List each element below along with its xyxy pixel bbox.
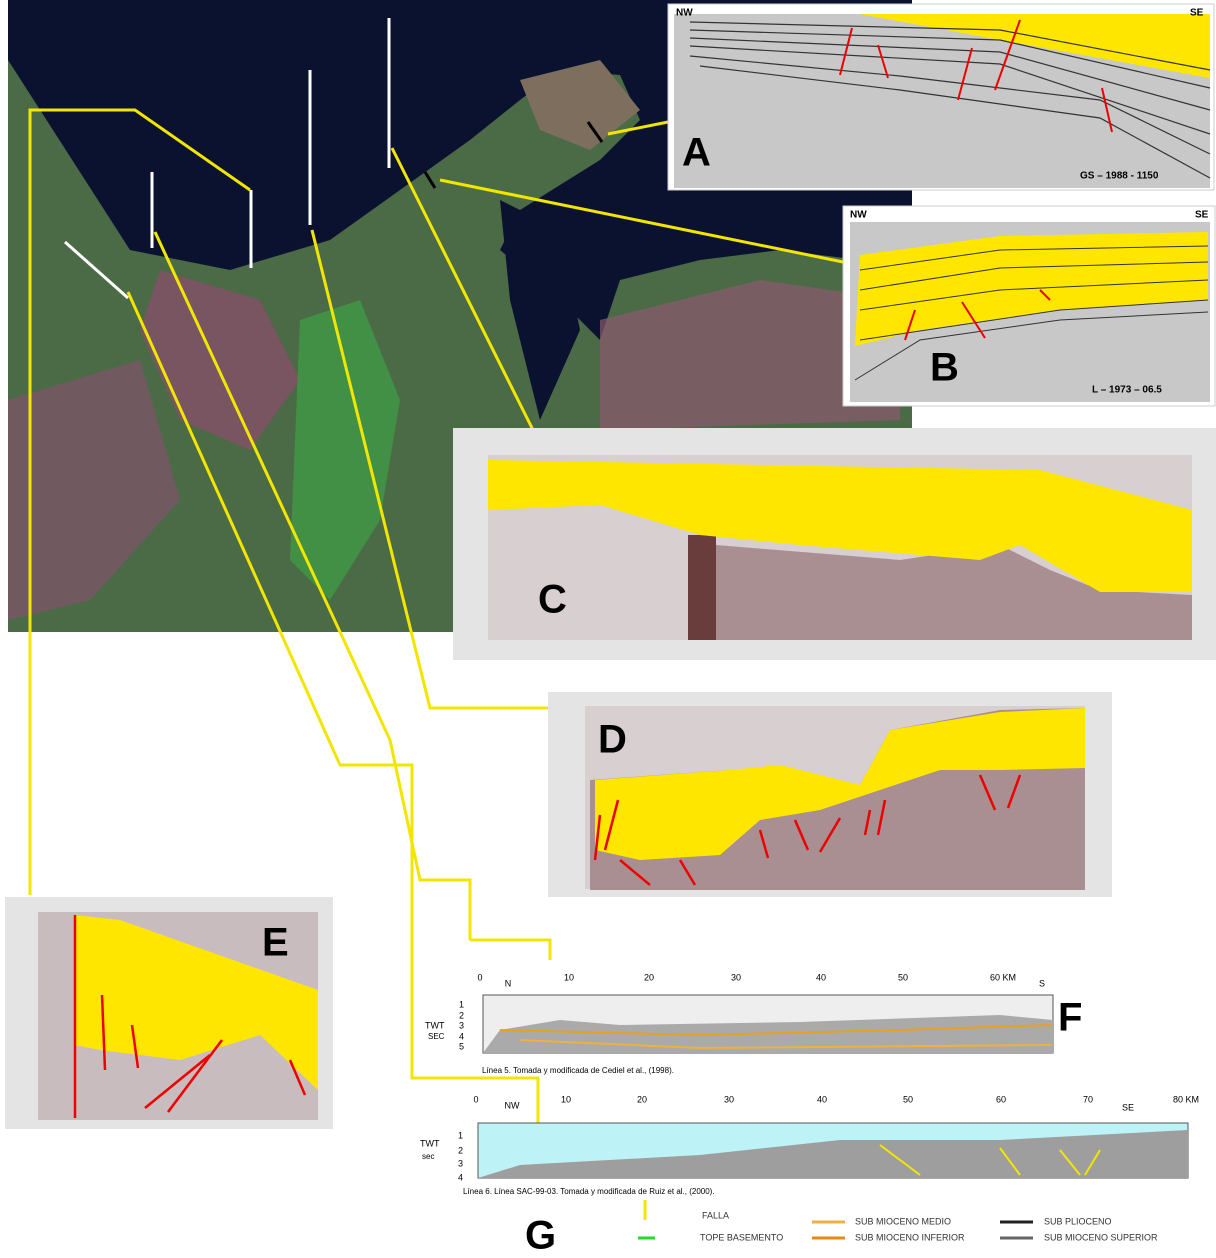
- f-depth: 2: [459, 1010, 464, 1020]
- legend-label: SUB MIOCENO INFERIOR: [855, 1232, 965, 1242]
- f-tick: 10: [564, 972, 574, 982]
- f-tick: 40: [816, 972, 826, 982]
- f-tick: 30: [731, 972, 741, 982]
- g-caption: Línea 6. Línea SAC-99-03. Tomada y modif…: [463, 1187, 715, 1196]
- f-depth: 1: [459, 999, 464, 1009]
- g-depth: 3: [458, 1158, 463, 1168]
- panel-f: 0 10 20 30 40 50 60 KM N S TWT SEC 1 2 3…: [425, 972, 1082, 1075]
- f-tick: 0: [477, 972, 482, 982]
- legend-label: TOPE BASEMENTO: [700, 1232, 783, 1242]
- composite: NW SE A GS – 1988 - 1150 NW SE B L – 197…: [0, 0, 1216, 1258]
- f-left: N: [505, 978, 512, 988]
- g-axis-title: sec: [422, 1152, 434, 1161]
- f-depth: 4: [459, 1031, 464, 1041]
- panel-a-right: SE: [1190, 8, 1204, 19]
- panel-b: NW SE B L – 1973 – 06.5: [843, 206, 1215, 406]
- panel-a: NW SE A GS – 1988 - 1150: [668, 4, 1214, 190]
- panel-b-code: L – 1973 – 06.5: [1092, 385, 1162, 396]
- panel-b-left: NW: [850, 210, 867, 221]
- legend: FALLA TOPE BASEMENTO SUB MIOCENO MEDIO S…: [638, 1200, 1158, 1242]
- g-right: SE: [1122, 1102, 1134, 1112]
- g-tick: 20: [637, 1094, 647, 1104]
- g-left: NW: [505, 1100, 520, 1110]
- figure: NW SE A GS – 1988 - 1150 NW SE B L – 197…: [0, 0, 1216, 1258]
- panel-f-letter: F: [1058, 996, 1082, 1040]
- panel-a-letter: A: [682, 131, 711, 175]
- g-axis-title: TWT: [420, 1138, 440, 1148]
- legend-label: SUB MIOCENO SUPERIOR: [1044, 1232, 1158, 1242]
- f-tick: 60 KM: [990, 972, 1016, 982]
- panel-e: E: [5, 897, 333, 1129]
- g-tick: 0: [473, 1094, 478, 1104]
- panel-c-letter: C: [538, 578, 567, 622]
- panel-b-letter: B: [930, 346, 959, 390]
- f-axis-title: TWT: [425, 1020, 445, 1030]
- f-right: S: [1039, 978, 1045, 988]
- panel-g-letter: G: [525, 1214, 556, 1258]
- f-tick: 50: [898, 972, 908, 982]
- f-axis-title: SEC: [428, 1032, 445, 1041]
- legend-label: FALLA: [702, 1210, 729, 1220]
- panel-d: D: [548, 692, 1112, 897]
- f-depth: 3: [459, 1020, 464, 1030]
- g-tick: 50: [903, 1094, 913, 1104]
- f-caption: Línea 5. Tomada y modificada de Cediel e…: [482, 1066, 674, 1075]
- panel-b-right: SE: [1195, 210, 1209, 221]
- panel-d-letter: D: [598, 718, 627, 762]
- legend-label: SUB PLIOCENO: [1044, 1216, 1112, 1226]
- g-depth: 4: [458, 1172, 463, 1182]
- g-tick: 40: [817, 1094, 827, 1104]
- f-depth: 5: [459, 1041, 464, 1051]
- g-depth: 1: [458, 1130, 463, 1140]
- g-tick: 80 KM: [1173, 1094, 1199, 1104]
- g-tick: 60: [996, 1094, 1006, 1104]
- legend-label: SUB MIOCENO MEDIO: [855, 1216, 951, 1226]
- panel-c: C: [453, 428, 1216, 660]
- g-tick: 30: [724, 1094, 734, 1104]
- g-tick: 10: [561, 1094, 571, 1104]
- panel-e-letter: E: [262, 921, 289, 965]
- g-tick: 70: [1083, 1094, 1093, 1104]
- g-depth: 2: [458, 1145, 463, 1155]
- f-tick: 20: [644, 972, 654, 982]
- panel-a-code: GS – 1988 - 1150: [1080, 171, 1159, 182]
- panel-a-left: NW: [676, 8, 693, 19]
